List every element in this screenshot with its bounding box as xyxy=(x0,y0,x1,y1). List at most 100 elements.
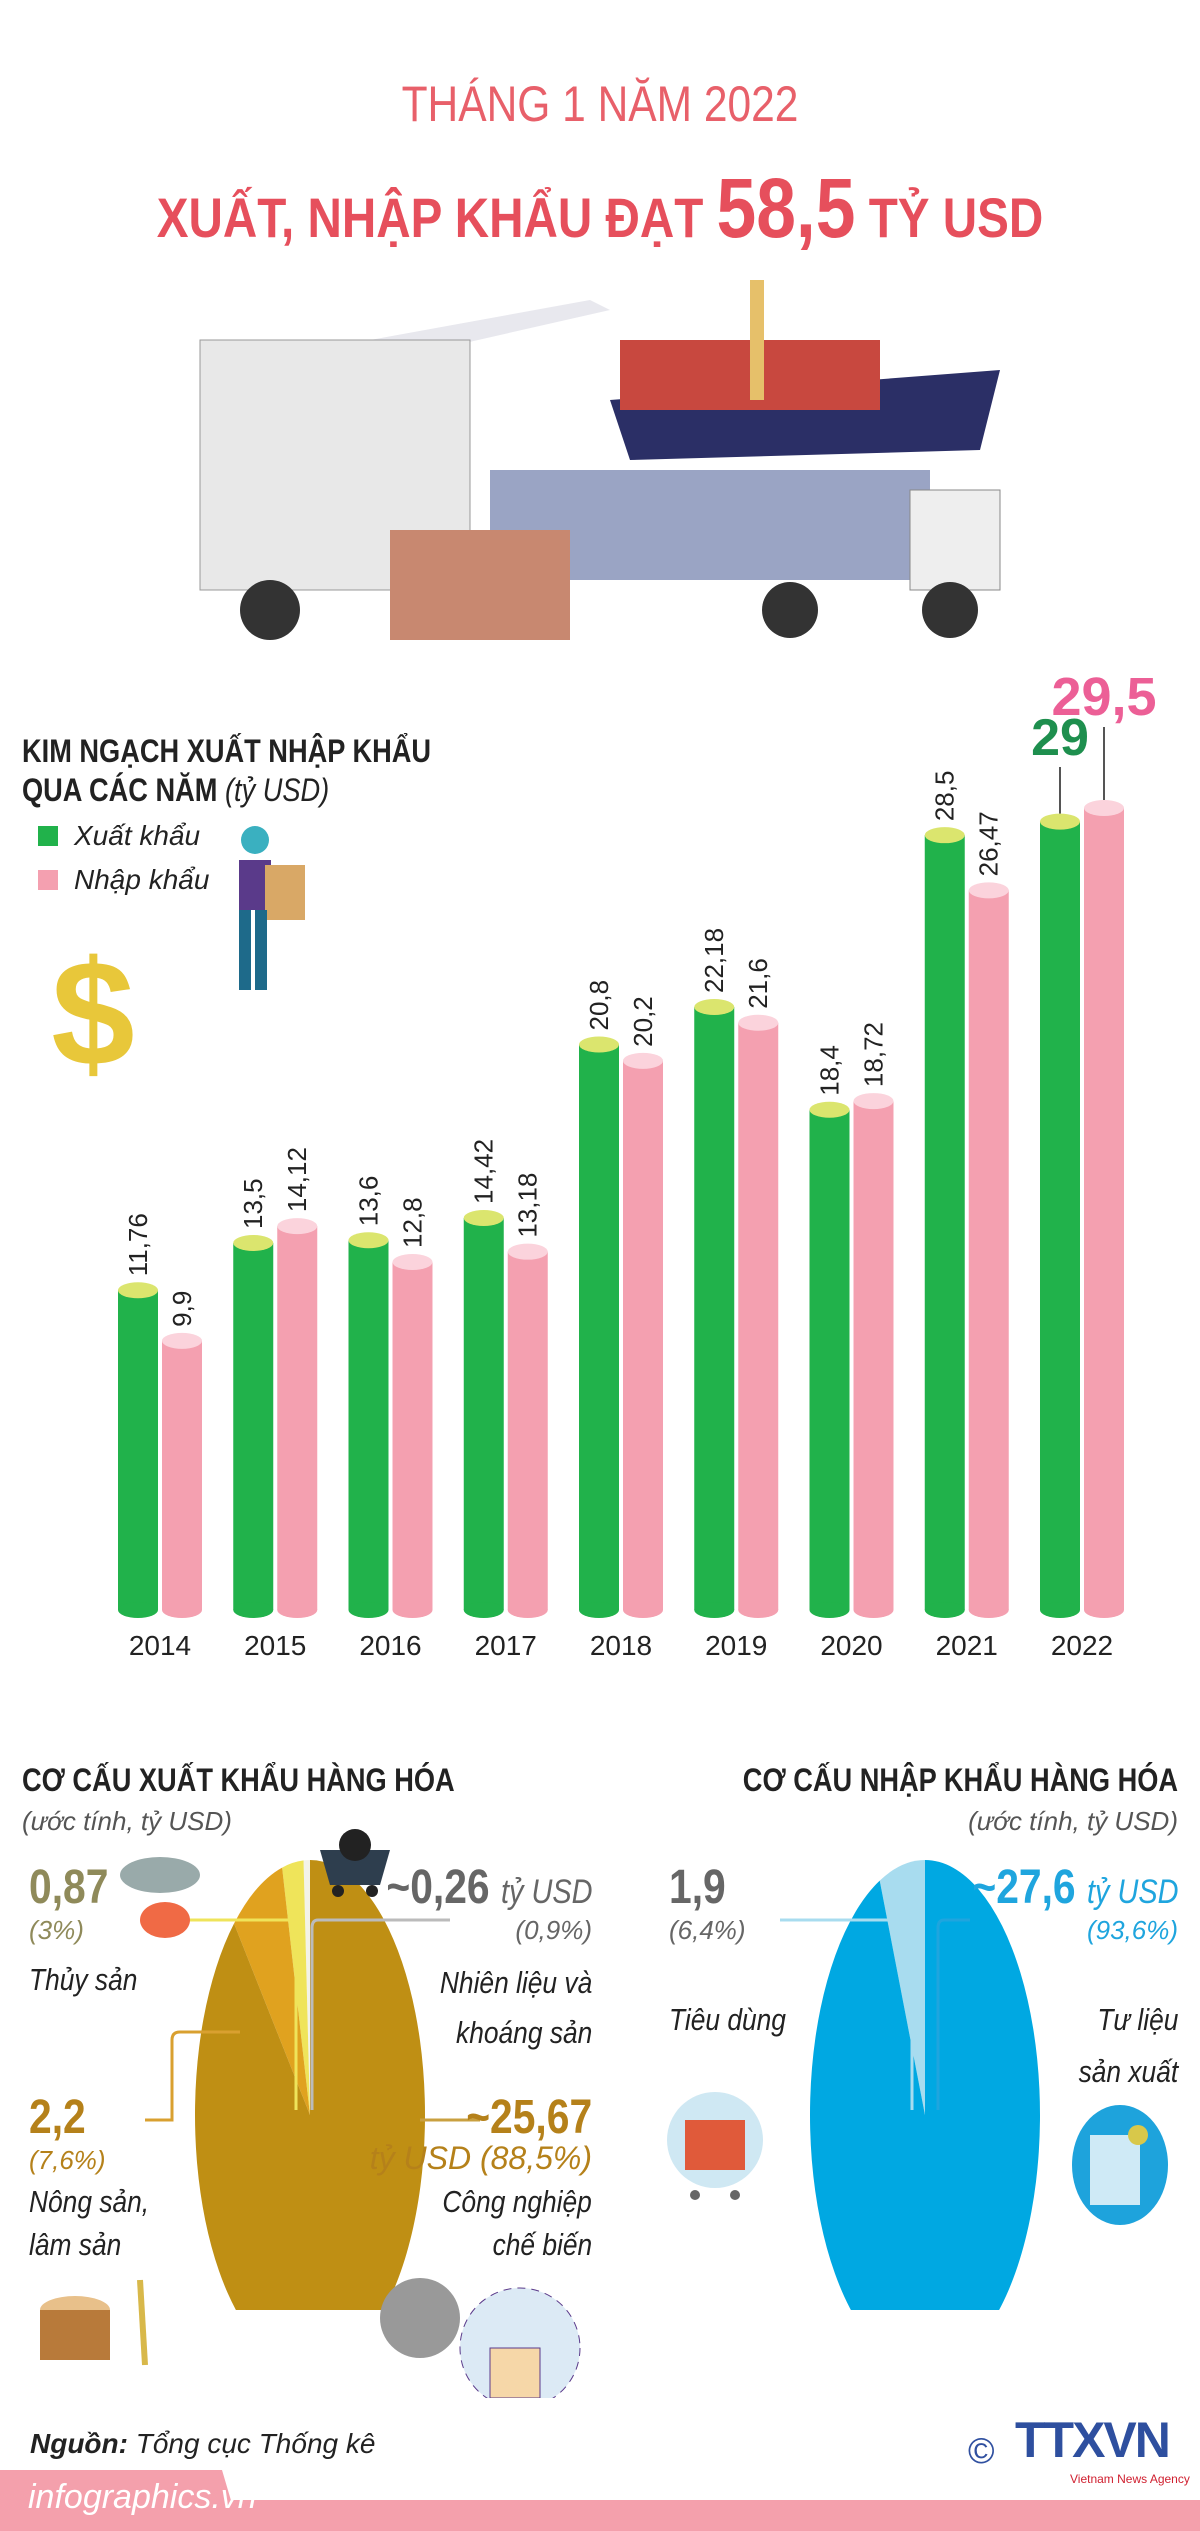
chart-unit: (tỷ USD) xyxy=(224,772,330,808)
bar-cap xyxy=(1084,800,1124,816)
agri-label-1: Nông sản, xyxy=(29,2184,150,2219)
bar-base xyxy=(623,1602,663,1618)
seafood-label: Thủy sản xyxy=(29,1962,138,1997)
bar-cap xyxy=(1040,813,1080,830)
value-label: 29,5 xyxy=(1051,667,1156,727)
bar-base xyxy=(738,1602,779,1618)
leader-line xyxy=(780,1918,914,2110)
bar-base xyxy=(507,1602,548,1618)
ttxvn-logo-sub: Vietnam News Agency xyxy=(1070,2472,1190,2486)
ttxvn-logo: TTXVN xyxy=(1015,2412,1171,2468)
bar-body xyxy=(118,1290,158,1610)
bar-cap xyxy=(348,1232,389,1249)
title-line1: THÁNG 1 NĂM 2022 xyxy=(401,76,799,132)
bar-export-2014: 11,76 xyxy=(118,1213,158,1618)
bar-body xyxy=(348,1240,389,1610)
shopping-cart-icon xyxy=(667,2092,763,2200)
import-structure-title: CƠ CẤU NHẬP KHẨU HÀNG HÓA xyxy=(742,1762,1178,1798)
bar-export-2021: 28,5 xyxy=(924,771,965,1618)
title-prefix: XUẤT, NHẬP KHẨU ĐẠT xyxy=(156,186,704,249)
bar-body xyxy=(853,1101,894,1610)
bar-body xyxy=(507,1251,548,1610)
fuel-value-num: ~0,26 xyxy=(385,1861,490,1914)
source-label: Nguồn: xyxy=(30,2428,128,2459)
year-label: 2018 xyxy=(590,1630,652,1661)
bar-base xyxy=(579,1602,619,1618)
bar-base xyxy=(277,1602,318,1618)
import-structure-subtitle: (ước tính, tỷ USD) xyxy=(968,1806,1178,1836)
bar-export-2015: 13,5 xyxy=(233,1178,274,1618)
export-structure-title: CƠ CẤU XUẤT KHẨU HÀNG HÓA xyxy=(22,1762,455,1798)
bar-body xyxy=(809,1109,850,1610)
pie-slice xyxy=(810,1860,1040,2310)
legend-label: Xuất khẩu xyxy=(74,820,201,851)
seafood-percent: (3%) xyxy=(29,1915,84,1945)
source-text: Tổng cục Thống kê xyxy=(135,2428,376,2459)
consumer-label: Tiêu dùng xyxy=(669,2002,786,2037)
capital-goods-value: ~27,6 tỷ USD xyxy=(972,1860,1178,1915)
bar-import-2018: 20,2 xyxy=(623,996,663,1618)
bar-body xyxy=(579,1044,619,1610)
fuel-label-2: khoáng sản xyxy=(455,2015,592,2050)
export-pie xyxy=(195,1860,425,2310)
bar-export-2017: 14,42 xyxy=(463,1139,504,1618)
year-label: 2020 xyxy=(820,1630,882,1661)
bar-body xyxy=(392,1262,433,1610)
capital-goods-label-1: Tư liệu xyxy=(1096,2002,1178,2037)
industry-unit-percent: tỷ USD (88,5%) xyxy=(369,2140,592,2176)
bar-cap xyxy=(507,1243,548,1260)
pie-charts xyxy=(145,1860,1040,2310)
bar-export-2019: 22,18 xyxy=(694,928,735,1618)
bar-body xyxy=(924,835,965,1610)
bar-base xyxy=(809,1602,850,1618)
industry-value: ~25,67 xyxy=(466,2091,592,2144)
value-label: 14,12 xyxy=(282,1147,312,1212)
bar-base xyxy=(392,1602,433,1618)
title-suffix: TỶ USD xyxy=(868,186,1044,249)
bar-base xyxy=(968,1602,1009,1618)
bar-base xyxy=(118,1602,158,1618)
bar-body xyxy=(233,1242,274,1610)
value-label: 20,8 xyxy=(584,980,614,1031)
legend-import: Nhập khẩu xyxy=(38,864,209,896)
capital-goods-label-2: sản xuất xyxy=(1078,2054,1178,2089)
consumer-value: 1,9 xyxy=(669,1861,726,1914)
bar-body xyxy=(277,1226,318,1610)
bar-base xyxy=(233,1602,274,1618)
bar-base xyxy=(1040,1602,1080,1618)
bar-base xyxy=(348,1602,389,1618)
bar-import-2017: 13,18 xyxy=(507,1173,548,1618)
value-label: 26,47 xyxy=(974,811,1004,876)
capital-goods-unit: tỷ USD xyxy=(1086,1873,1178,1911)
bar-export-2018: 20,8 xyxy=(579,980,619,1618)
bar-cap xyxy=(463,1209,504,1226)
bar-base xyxy=(162,1602,202,1618)
bar-base xyxy=(853,1602,894,1618)
export-structure-subtitle: (ước tính, tỷ USD) xyxy=(22,1806,232,1836)
bar-chart: 11,76 9,9 2014 13,5 14,12 2015 13,6 12,8 2016 14,… xyxy=(118,667,1157,1661)
footer-tab xyxy=(0,2470,240,2531)
bar-export-2020: 18,4 xyxy=(809,1045,850,1618)
bar-base xyxy=(1084,1602,1124,1618)
bar-import-2021: 26,47 xyxy=(968,811,1009,1618)
bar-cap xyxy=(392,1254,433,1271)
fish-icon xyxy=(120,1857,200,1938)
bar-import-2015: 14,12 xyxy=(277,1147,318,1618)
title-line2: XUẤT, NHẬP KHẨU ĐẠT 58,5 TỶ USD xyxy=(90,160,1110,257)
bar-cap xyxy=(277,1218,318,1235)
value-label: 28,5 xyxy=(930,771,960,822)
year-label: 2015 xyxy=(244,1630,306,1661)
value-label: 29 xyxy=(1031,709,1089,767)
pie-slice xyxy=(195,1860,425,2310)
chart-title-text: QUA CÁC NĂM xyxy=(22,772,218,808)
industrial-goods-icon xyxy=(1072,2105,1168,2225)
bar-import-2016: 12,8 xyxy=(392,1197,433,1618)
pie-slice xyxy=(303,1860,310,2115)
bar-base xyxy=(463,1602,504,1618)
bar-cap xyxy=(809,1101,850,1118)
leader-line xyxy=(310,1918,450,2110)
site-link[interactable]: infographics.vn xyxy=(28,2478,257,2516)
value-label: 13,18 xyxy=(513,1173,543,1238)
value-label: 13,6 xyxy=(354,1176,384,1227)
source: Nguồn: Tổng cục Thống kê xyxy=(30,2428,375,2460)
